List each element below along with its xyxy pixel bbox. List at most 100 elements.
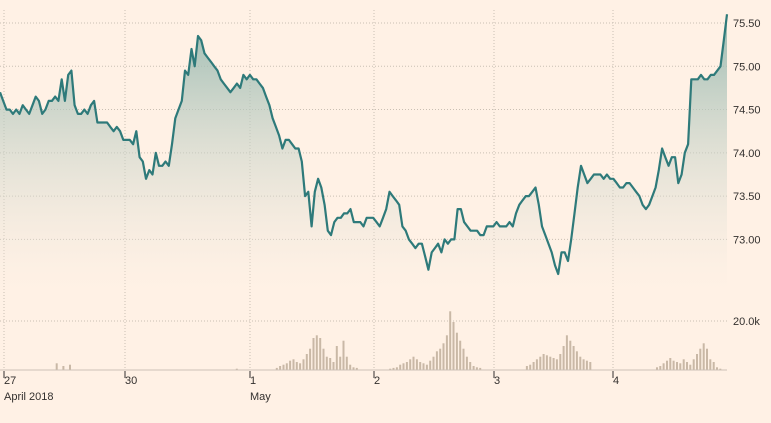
volume-bar bbox=[716, 367, 718, 370]
volume-bar bbox=[312, 338, 315, 370]
day-label: 4 bbox=[613, 375, 619, 387]
volume-bars bbox=[55, 311, 722, 370]
volume-bar bbox=[525, 366, 528, 370]
volume-bar bbox=[62, 366, 65, 370]
volume-bar bbox=[545, 355, 548, 370]
volume-bar bbox=[279, 366, 282, 370]
volume-bar bbox=[429, 360, 432, 370]
volume-bar bbox=[335, 346, 338, 370]
volume-bar bbox=[689, 364, 692, 370]
volume-bar bbox=[669, 358, 672, 370]
volume-bar bbox=[589, 362, 592, 370]
price-tick-label: 75.50 bbox=[733, 18, 761, 30]
volume-bar bbox=[439, 348, 442, 370]
volume-bar bbox=[349, 364, 352, 370]
volume-bar bbox=[442, 343, 445, 370]
volume-bar bbox=[699, 348, 702, 370]
volume-bar bbox=[339, 356, 342, 370]
volume-bar bbox=[329, 358, 332, 370]
volume-bar bbox=[425, 364, 428, 370]
volume-bar bbox=[342, 340, 345, 370]
volume-bar bbox=[706, 348, 708, 370]
volume-bar bbox=[712, 362, 715, 370]
volume-bar bbox=[412, 356, 415, 370]
volume-bar bbox=[462, 348, 465, 370]
volume-bar bbox=[479, 367, 482, 370]
volume-bar bbox=[465, 356, 468, 370]
volume-bar bbox=[452, 322, 455, 370]
price-line bbox=[0, 14, 729, 276]
price-tick-label: 74.50 bbox=[733, 105, 761, 117]
volume-bar bbox=[235, 368, 238, 370]
volume-bar bbox=[345, 356, 348, 370]
volume-bar bbox=[666, 360, 668, 370]
volume-bar bbox=[582, 359, 585, 370]
volume-bar bbox=[469, 362, 472, 370]
volume-bar bbox=[275, 367, 278, 370]
volume-bar bbox=[552, 358, 555, 370]
volume-bar bbox=[352, 367, 355, 370]
volume-bar bbox=[432, 356, 435, 370]
volume-bar bbox=[405, 362, 408, 370]
volume-bar bbox=[672, 360, 675, 370]
price-tick-label: 73.00 bbox=[733, 234, 761, 246]
volume-bar bbox=[472, 366, 475, 370]
volume-bar bbox=[395, 367, 398, 370]
volume-bar bbox=[682, 359, 685, 370]
volume-bar bbox=[662, 363, 665, 370]
volume-bar bbox=[676, 362, 678, 370]
volume-bar bbox=[575, 351, 578, 370]
volume-bar bbox=[562, 346, 565, 370]
volume-bar bbox=[565, 335, 568, 370]
month-label: May bbox=[250, 391, 271, 403]
volume-bar bbox=[292, 359, 295, 370]
volume-bar bbox=[305, 354, 308, 370]
day-label: 2 bbox=[374, 375, 380, 387]
volume-bar bbox=[679, 363, 682, 370]
volume-bar bbox=[585, 360, 588, 370]
volume-bar bbox=[709, 359, 712, 370]
volume-bar bbox=[299, 363, 302, 370]
volume-bar bbox=[422, 363, 425, 370]
day-label: 3 bbox=[494, 375, 500, 387]
volume-bar bbox=[475, 367, 478, 370]
volume-bar bbox=[319, 338, 322, 370]
volume-bar bbox=[389, 368, 392, 370]
day-label: 30 bbox=[125, 375, 137, 387]
volume-bar bbox=[69, 364, 71, 370]
volume-bar bbox=[559, 354, 562, 370]
volume-bar bbox=[302, 359, 305, 370]
volume-bar bbox=[555, 359, 558, 370]
volume-bar bbox=[569, 340, 572, 370]
volume-bar bbox=[535, 359, 538, 370]
volume-bar bbox=[659, 366, 662, 370]
volume-bar bbox=[295, 362, 298, 370]
price-tick-label: 75.00 bbox=[733, 61, 761, 73]
volume-bar bbox=[696, 354, 698, 370]
volume-bar bbox=[309, 348, 312, 370]
volume-bar bbox=[289, 360, 292, 370]
volume-bar bbox=[399, 364, 402, 370]
volume-bar bbox=[322, 348, 325, 370]
volume-bar bbox=[55, 363, 58, 370]
volume-bar bbox=[315, 335, 318, 370]
volume-bar bbox=[542, 354, 545, 370]
volume-bar bbox=[285, 363, 288, 370]
volume-bar bbox=[539, 356, 542, 370]
volume-bar bbox=[549, 356, 552, 370]
volume-bar bbox=[702, 343, 705, 370]
volume-bar bbox=[325, 356, 328, 370]
day-label: 1 bbox=[250, 375, 256, 387]
volume-bar bbox=[572, 346, 575, 370]
price-tick-label: 73.50 bbox=[733, 191, 761, 203]
volume-bar bbox=[419, 362, 422, 370]
volume-bar bbox=[282, 364, 285, 370]
volume-bar bbox=[445, 335, 448, 370]
volume-bar bbox=[532, 362, 535, 370]
volume-bar bbox=[409, 359, 412, 370]
day-label: 27 bbox=[4, 375, 16, 387]
volume-bar bbox=[402, 363, 405, 370]
volume-bar bbox=[719, 368, 722, 370]
axes: 73.00 73.50 74.00 74.50 75.00 75.50 20.0k 27 Apr… bbox=[0, 18, 761, 403]
